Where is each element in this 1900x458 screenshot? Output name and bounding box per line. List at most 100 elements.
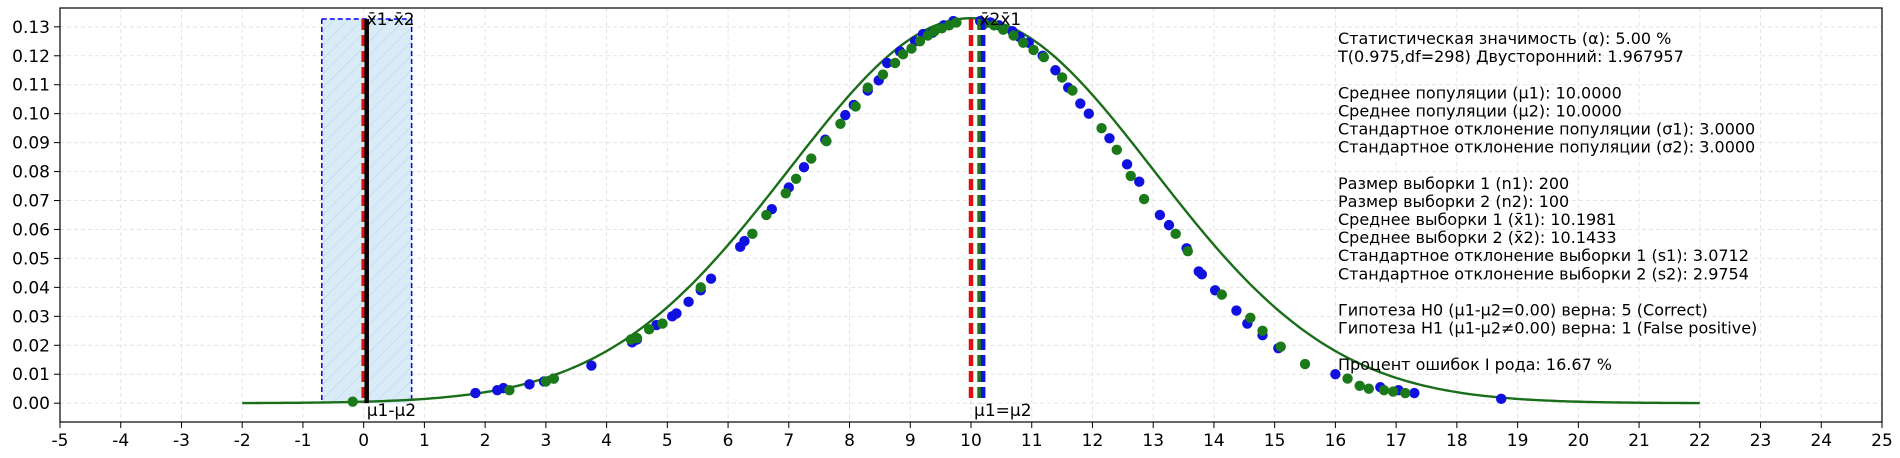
green-sample-point (790, 173, 802, 185)
green-sample-point (761, 209, 772, 221)
green-sample-point (862, 82, 873, 93)
x-tick-label: 17 (1385, 431, 1407, 451)
green-sample-point (1111, 144, 1122, 156)
x-tick-label: 25 (1871, 431, 1893, 451)
blue-sample-point (840, 109, 851, 121)
x-tick-label: -3 (173, 431, 190, 451)
y-tick-label: 0.07 (12, 192, 50, 212)
blue-sample-point (470, 387, 481, 399)
green-sample-point (540, 376, 552, 387)
x-tick-label: 0 (358, 431, 369, 451)
green-sample-point (1378, 384, 1390, 396)
sample-means-label: x̄2x̄1 (980, 10, 1022, 30)
blue-sample-point (1154, 209, 1166, 221)
x-tick-label: 20 (1568, 431, 1590, 451)
green-sample-point (1038, 52, 1050, 63)
green-sample-point (1354, 380, 1365, 392)
green-sample-point (1096, 122, 1107, 134)
x-tick-label: 16 (1325, 431, 1347, 451)
green-sample-point (1018, 37, 1029, 48)
blue-sample-point (1409, 387, 1420, 399)
green-sample-point (1138, 193, 1150, 205)
y-tick-label: 0.03 (12, 307, 50, 327)
blue-sample-point (1231, 305, 1242, 316)
green-sample-point (1008, 30, 1019, 41)
blue-sample-point (739, 235, 750, 247)
equal-mu-label: μ1=μ2 (974, 401, 1032, 421)
blue-sample-point (586, 360, 597, 371)
x-tick-label: 12 (1082, 431, 1104, 451)
green-sample-point (643, 324, 655, 335)
y-tick-label: 0.02 (12, 336, 50, 356)
green-sample-point (780, 188, 791, 199)
blue-sample-point (1050, 65, 1061, 76)
x-axis: -5 -4 -3 -2 -1 0 1 2 3 4 5 6 7 8 9 10 11 12 13 14 15 16 17 18 19… (52, 422, 1893, 451)
blue-sample-point (1163, 219, 1175, 231)
green-sample-point (1170, 228, 1181, 240)
stats-line: Среднее выборки 2 (x̄2): 10.1433 (1338, 228, 1617, 247)
green-sample-point (1363, 383, 1375, 394)
green-sample-point (1056, 72, 1068, 83)
green-sample-point (548, 373, 559, 384)
x-tick-label: 6 (723, 431, 734, 451)
x-tick-label: 7 (783, 431, 794, 451)
green-sample-point (821, 135, 832, 147)
ci-label: x̄1-x̄2 (367, 10, 415, 30)
blue-sample-point (1330, 369, 1341, 380)
green-sample-point (1216, 289, 1228, 300)
y-tick-label: 0.01 (12, 365, 50, 385)
blue-sample-point (881, 57, 893, 69)
y-axis: 0.00 0.01 0.02 0.03 0.04 0.05 0.06 0.07 0.08 0.09… (12, 18, 60, 414)
stats-line: Среднее выборки 1 (x̄1): 10.1981 (1338, 210, 1617, 229)
green-sample-point (877, 69, 889, 80)
stats-line: Размер выборки 2 (n2): 100 (1338, 192, 1569, 211)
y-tick-label: 0.10 (12, 105, 50, 125)
x-tick-label: 24 (1810, 431, 1832, 451)
x-tick-label: 23 (1750, 431, 1772, 451)
x-tick-label: 15 (1264, 431, 1286, 451)
stats-line: Стандартное отклонение выборки 2 (s2): 2… (1338, 264, 1749, 283)
y-tick-label: 0.05 (12, 249, 50, 269)
sample-points (347, 15, 1507, 407)
blue-sample-point (1083, 108, 1095, 119)
green-sample-point (889, 57, 901, 69)
x-tick-label: 13 (1142, 431, 1164, 451)
x-tick-label: 10 (960, 431, 982, 451)
x-tick-label: 11 (1021, 431, 1043, 451)
green-sample-point (695, 282, 706, 293)
green-sample-point (906, 43, 917, 54)
blue-sample-point (1496, 393, 1507, 405)
blue-sample-point (1196, 269, 1207, 280)
stats-line: Стандартное отклонение выборки 1 (s1): 3… (1338, 246, 1749, 265)
blue-sample-point (683, 296, 694, 308)
x-tick-label: 1 (419, 431, 430, 451)
x-tick-label: 18 (1446, 431, 1468, 451)
y-tick-label: 0.12 (12, 47, 50, 67)
blue-sample-point (524, 379, 535, 390)
green-sample-point (1387, 386, 1399, 397)
x-tick-label: -1 (294, 431, 311, 451)
x-tick-label: 8 (844, 431, 855, 451)
blue-sample-point (705, 273, 717, 284)
stats-line: Процент ошибок I рода: 16.67 % (1338, 355, 1612, 374)
green-sample-point (1275, 341, 1286, 352)
y-tick-label: 0.11 (12, 76, 50, 96)
green-sample-point (1182, 245, 1194, 257)
green-sample-point (1342, 373, 1353, 384)
blue-sample-point (671, 308, 682, 319)
green-sample-point (997, 24, 1009, 35)
curve-layer (242, 16, 1700, 405)
green-sample-point (1125, 170, 1136, 182)
y-tick-label: 0.00 (12, 394, 50, 414)
x-tick-label: 3 (540, 431, 551, 451)
green-sample-point (347, 396, 358, 407)
stats-line: Статистическая значимость (α): 5.00 % (1338, 29, 1671, 48)
stats-line: Стандартное отклонение популяции (σ1): 3… (1338, 120, 1755, 139)
stats-line: Среднее популяции (μ1): 10.0000 (1338, 83, 1622, 102)
blue-sample-point (1104, 133, 1115, 144)
green-sample-point (504, 384, 515, 396)
mean-lines (361, 19, 986, 404)
green-sample-point (631, 332, 643, 344)
x-tick-label: 4 (601, 431, 612, 451)
